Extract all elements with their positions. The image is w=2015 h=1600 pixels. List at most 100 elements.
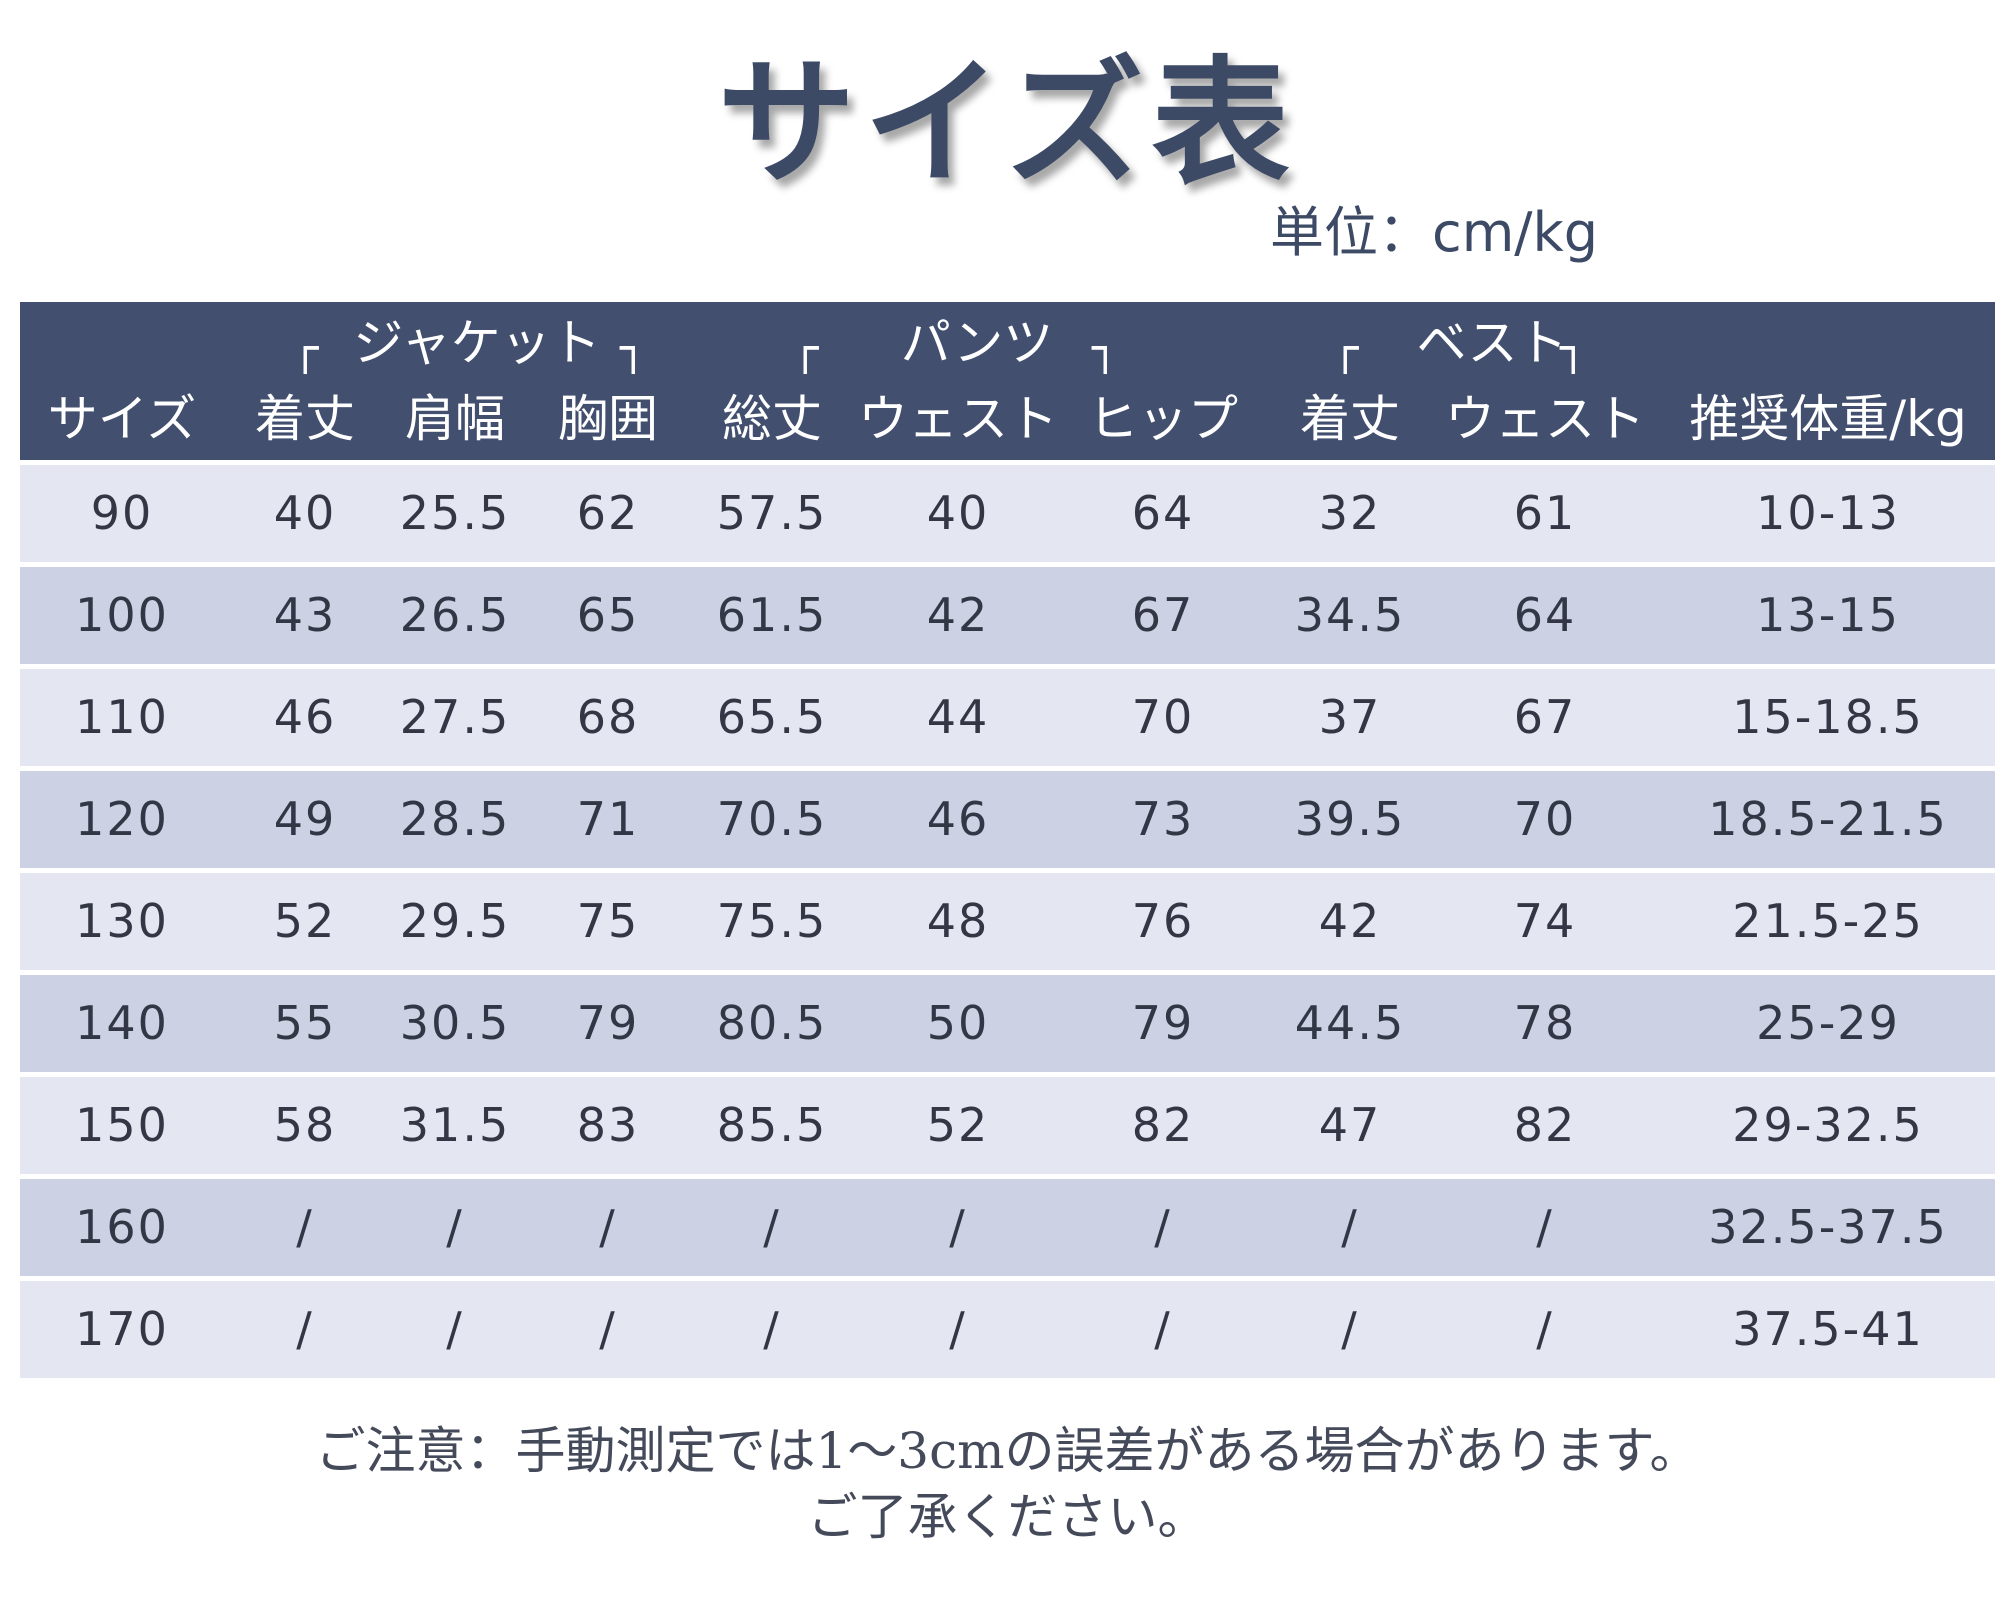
- size-table: ┌ ジャケット ┐ ┌ パンツ ┐ ┌ ベスト ┐ サイズ 着丈 肩幅 胸囲 総…: [20, 302, 1995, 1378]
- table-cell: /: [599, 1302, 617, 1356]
- table-cell: /: [296, 1302, 314, 1356]
- unit-label: 単位：cm/kg: [1270, 201, 1599, 264]
- table-cell: /: [1154, 1302, 1172, 1356]
- table-cell: 40: [926, 486, 990, 540]
- table-cell: /: [1341, 1302, 1359, 1356]
- table-cell: 21.5-25: [1732, 894, 1924, 948]
- table-cell: 78: [1513, 996, 1577, 1050]
- note-line-2: ご了承ください。: [807, 1488, 1208, 1546]
- table-cell: 79: [1131, 996, 1195, 1050]
- group-label-jacket: ジャケット: [353, 314, 601, 372]
- table-cell: 26.5: [399, 588, 511, 642]
- table-cell: 85.5: [716, 1098, 828, 1152]
- table-cell: 37.5-41: [1732, 1302, 1924, 1356]
- table-cell: 68: [576, 690, 640, 744]
- table-cell: 75: [576, 894, 640, 948]
- table-cell: 62: [576, 486, 640, 540]
- table-cell: 44: [926, 690, 990, 744]
- table-row: 90 40 25.5 62 57.5 40 64 32 61 10-13: [20, 465, 1995, 562]
- table-cell: 67: [1131, 588, 1195, 642]
- table-cell: 37: [1318, 690, 1382, 744]
- table-header: ┌ ジャケット ┐ ┌ パンツ ┐ ┌ ベスト ┐ サイズ 着丈 肩幅 胸囲 総…: [20, 302, 1995, 460]
- table-row: 100 43 26.5 65 61.5 42 67 34.5 64 13-15: [20, 567, 1995, 664]
- table-cell: 70: [1131, 690, 1195, 744]
- table-cell: 42: [926, 588, 990, 642]
- table-cell: 74: [1513, 894, 1577, 948]
- table-cell: 61.5: [716, 588, 828, 642]
- table-cell: 32.5-37.5: [1708, 1200, 1948, 1254]
- table-cell: 57.5: [716, 486, 828, 540]
- column-header-hip: ヒップ: [1088, 390, 1238, 448]
- table-cell: 39.5: [1294, 792, 1406, 846]
- table-cell: 71: [576, 792, 640, 846]
- table-cell: 55: [273, 996, 337, 1050]
- table-cell: 44.5: [1294, 996, 1406, 1050]
- table-cell: /: [446, 1200, 464, 1254]
- table-cell: 46: [926, 792, 990, 846]
- bracket-close: ┐: [1092, 323, 1119, 374]
- column-header-recommended-weight: 推奨体重/kg: [1689, 390, 1967, 448]
- table-cell: 64: [1513, 588, 1577, 642]
- table-cell: 52: [273, 894, 337, 948]
- table-cell: 110: [75, 690, 169, 744]
- table-cell: 32: [1318, 486, 1382, 540]
- table-cell: 42: [1318, 894, 1382, 948]
- table-cell: 49: [273, 792, 337, 846]
- table-cell: 150: [75, 1098, 169, 1152]
- column-header-vest-waist: ウェスト: [1445, 390, 1645, 448]
- bracket-open: ┌: [792, 323, 819, 374]
- table-cell: /: [296, 1200, 314, 1254]
- table-row: 120 49 28.5 71 70.5 46 73 39.5 70 18.5-2…: [20, 771, 1995, 868]
- table-row: 160 / / / / / / / / 32.5-37.5: [20, 1179, 1995, 1276]
- table-cell: 18.5-21.5: [1708, 792, 1948, 846]
- table-row: 110 46 27.5 68 65.5 44 70 37 67 15-18.5: [20, 669, 1995, 766]
- table-row: 130 52 29.5 75 75.5 48 76 42 74 21.5-25: [20, 873, 1995, 970]
- table-row: 140 55 30.5 79 80.5 50 79 44.5 78 25-29: [20, 975, 1995, 1072]
- table-cell: 27.5: [399, 690, 511, 744]
- table-cell: 50: [926, 996, 990, 1050]
- table-cell: 120: [75, 792, 169, 846]
- table-cell: 140: [75, 996, 169, 1050]
- table-cell: 58: [273, 1098, 337, 1152]
- page-title: サイズ表: [717, 41, 1298, 204]
- column-header-size: サイズ: [47, 390, 197, 448]
- table-cell: /: [1154, 1200, 1172, 1254]
- table-cell: 130: [75, 894, 169, 948]
- table-cell: 28.5: [399, 792, 511, 846]
- table-cell: 79: [576, 996, 640, 1050]
- table-cell: 25.5: [399, 486, 511, 540]
- table-cell: 83: [576, 1098, 640, 1152]
- table-row: 170 / / / / / / / / 37.5-41: [20, 1281, 1995, 1378]
- table-cell: 70: [1513, 792, 1577, 846]
- table-cell: 90: [90, 486, 154, 540]
- table-cell: 170: [75, 1302, 169, 1356]
- column-header-pants-waist: ウェスト: [858, 390, 1058, 448]
- table-cell: 25-29: [1756, 996, 1900, 1050]
- table-cell: 29.5: [399, 894, 511, 948]
- table-cell: 65: [576, 588, 640, 642]
- table-cell: /: [446, 1302, 464, 1356]
- table-cell: 75.5: [716, 894, 828, 948]
- table-cell: 34.5: [1294, 588, 1406, 642]
- table-cell: 40: [273, 486, 337, 540]
- table-cell: /: [763, 1302, 781, 1356]
- table-cell: /: [1341, 1200, 1359, 1254]
- column-header-vest-length: 着丈: [1300, 390, 1400, 448]
- note-line-1: ご注意：手動測定では1～3cmの誤差がある場合があります。: [315, 1422, 1700, 1480]
- table-cell: 100: [75, 588, 169, 642]
- table-cell: 15-18.5: [1732, 690, 1924, 744]
- table-cell: 70.5: [716, 792, 828, 846]
- table-cell: /: [949, 1200, 967, 1254]
- column-header-shoulder: 肩幅: [405, 390, 505, 448]
- table-cell: 31.5: [399, 1098, 511, 1152]
- table-cell: 48: [926, 894, 990, 948]
- table-cell: 43: [273, 588, 337, 642]
- table-cell: 82: [1513, 1098, 1577, 1152]
- table-cell: 61: [1513, 486, 1577, 540]
- column-header-jacket-length: 着丈: [255, 390, 355, 448]
- table-cell: 30.5: [399, 996, 511, 1050]
- bracket-open: ┌: [292, 323, 319, 374]
- table-cell: /: [599, 1200, 617, 1254]
- table-cell: 64: [1131, 486, 1195, 540]
- column-header-chest: 胸囲: [558, 390, 658, 448]
